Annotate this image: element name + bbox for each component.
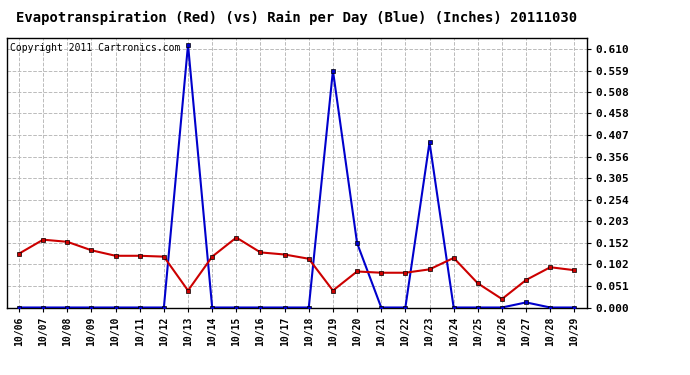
Text: Evapotranspiration (Red) (vs) Rain per Day (Blue) (Inches) 20111030: Evapotranspiration (Red) (vs) Rain per D… bbox=[16, 11, 578, 26]
Text: Copyright 2011 Cartronics.com: Copyright 2011 Cartronics.com bbox=[10, 43, 180, 53]
